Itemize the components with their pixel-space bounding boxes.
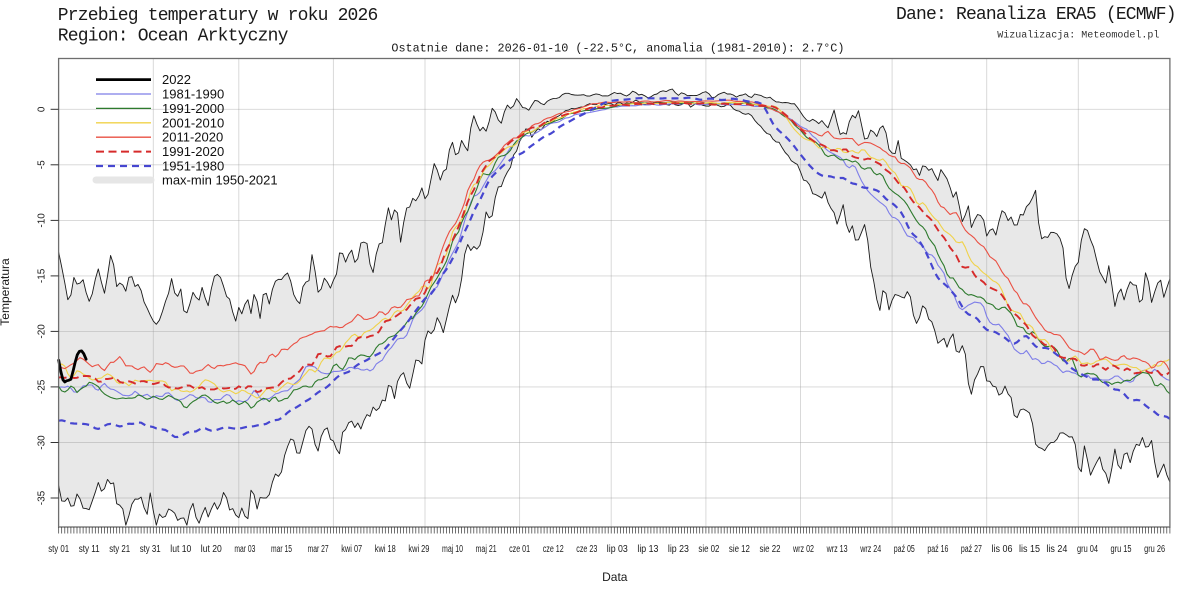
svg-text:lis 15: lis 15 <box>1019 544 1040 555</box>
svg-text:-30: -30 <box>37 435 48 450</box>
svg-text:sie 12: sie 12 <box>729 544 750 555</box>
svg-text:cze 23: cze 23 <box>576 544 597 555</box>
svg-text:wrz 13: wrz 13 <box>826 544 848 555</box>
svg-text:kwi 18: kwi 18 <box>375 544 396 555</box>
svg-text:2001-2010: 2001-2010 <box>162 115 224 130</box>
svg-text:Przebieg temperatury w roku 20: Przebieg temperatury w roku 2026 <box>58 6 378 26</box>
svg-text:Region: Ocean Arktyczny: Region: Ocean Arktyczny <box>58 27 289 47</box>
svg-text:maj 10: maj 10 <box>442 544 463 555</box>
svg-text:mar 27: mar 27 <box>308 544 329 555</box>
svg-text:lip 13: lip 13 <box>637 544 658 555</box>
svg-text:-5: -5 <box>37 160 48 169</box>
svg-text:Dane: Reanaliza ERA5 (ECMWF): Dane: Reanaliza ERA5 (ECMWF) <box>896 5 1176 25</box>
svg-text:sie 22: sie 22 <box>760 544 781 555</box>
svg-text:lut 10: lut 10 <box>170 544 191 555</box>
svg-text:max-min 1950-2021: max-min 1950-2021 <box>162 173 278 188</box>
svg-text:maj 21: maj 21 <box>476 544 497 555</box>
svg-text:1981-1990: 1981-1990 <box>162 87 224 102</box>
svg-text:paź 05: paź 05 <box>894 544 915 555</box>
svg-text:lis 06: lis 06 <box>992 544 1013 555</box>
svg-text:-10: -10 <box>37 213 48 228</box>
svg-text:Temperatura: Temperatura <box>0 258 12 326</box>
svg-text:-15: -15 <box>37 268 48 283</box>
svg-text:1991-2020: 1991-2020 <box>162 144 224 159</box>
svg-text:gru 04: gru 04 <box>1077 544 1098 555</box>
svg-text:gru 26: gru 26 <box>1144 544 1165 555</box>
svg-text:-35: -35 <box>37 490 48 505</box>
svg-text:paź 16: paź 16 <box>927 544 948 555</box>
svg-text:Ostatnie dane: 2026-01-10 (-22: Ostatnie dane: 2026-01-10 (-22.5°C, anom… <box>391 42 844 56</box>
svg-text:lip 23: lip 23 <box>668 544 689 555</box>
svg-text:-20: -20 <box>37 324 48 339</box>
svg-text:cze 12: cze 12 <box>543 544 564 555</box>
svg-text:lut 20: lut 20 <box>201 544 222 555</box>
svg-text:2011-2020: 2011-2020 <box>162 130 223 145</box>
svg-text:2022: 2022 <box>162 72 191 87</box>
svg-text:mar 03: mar 03 <box>234 544 255 555</box>
svg-text:wrz 24: wrz 24 <box>859 544 881 555</box>
svg-text:0: 0 <box>37 106 48 112</box>
svg-text:paź 27: paź 27 <box>961 544 982 555</box>
svg-text:1991-2000: 1991-2000 <box>162 101 224 116</box>
svg-text:sie 02: sie 02 <box>698 544 719 555</box>
svg-text:cze 01: cze 01 <box>509 544 530 555</box>
svg-text:wrz 02: wrz 02 <box>792 544 814 555</box>
svg-text:sty 01: sty 01 <box>48 544 69 555</box>
svg-text:sty 21: sty 21 <box>109 544 130 555</box>
svg-text:kwi 07: kwi 07 <box>341 544 362 555</box>
svg-text:1951-1980: 1951-1980 <box>162 159 224 174</box>
svg-text:sty 11: sty 11 <box>79 544 100 555</box>
svg-text:mar 15: mar 15 <box>271 544 292 555</box>
svg-text:lis 24: lis 24 <box>1046 544 1067 555</box>
svg-text:kwi 29: kwi 29 <box>408 544 429 555</box>
svg-text:Wizualizacja: Meteomodel.pl: Wizualizacja: Meteomodel.pl <box>997 29 1159 41</box>
svg-text:sty 31: sty 31 <box>140 544 161 555</box>
svg-text:-25: -25 <box>37 379 48 394</box>
svg-text:gru 15: gru 15 <box>1111 544 1132 555</box>
svg-text:lip 03: lip 03 <box>607 544 628 555</box>
svg-text:Data: Data <box>602 570 628 584</box>
